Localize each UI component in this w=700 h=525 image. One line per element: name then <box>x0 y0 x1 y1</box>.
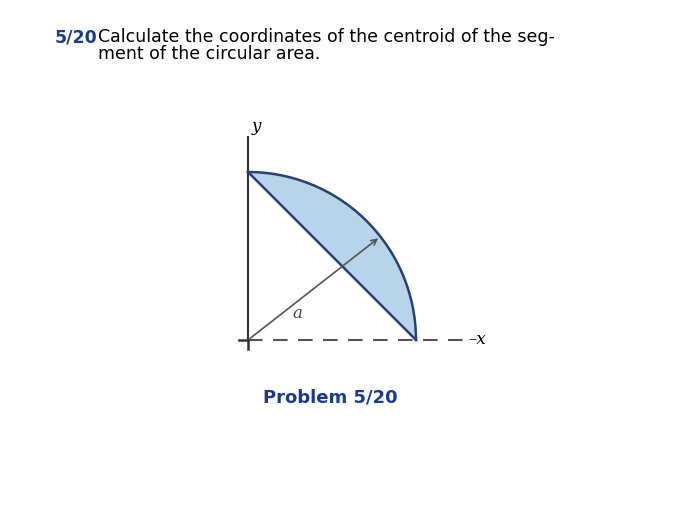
Text: a: a <box>293 306 302 322</box>
Text: ment of the circular area.: ment of the circular area. <box>98 45 321 63</box>
Text: –x: –x <box>468 331 486 349</box>
Text: 5/20: 5/20 <box>55 28 98 46</box>
Polygon shape <box>248 172 416 340</box>
Text: Calculate the coordinates of the centroid of the seg-: Calculate the coordinates of the centroi… <box>98 28 555 46</box>
Text: y: y <box>252 118 261 135</box>
Text: Problem 5/20: Problem 5/20 <box>262 388 398 406</box>
